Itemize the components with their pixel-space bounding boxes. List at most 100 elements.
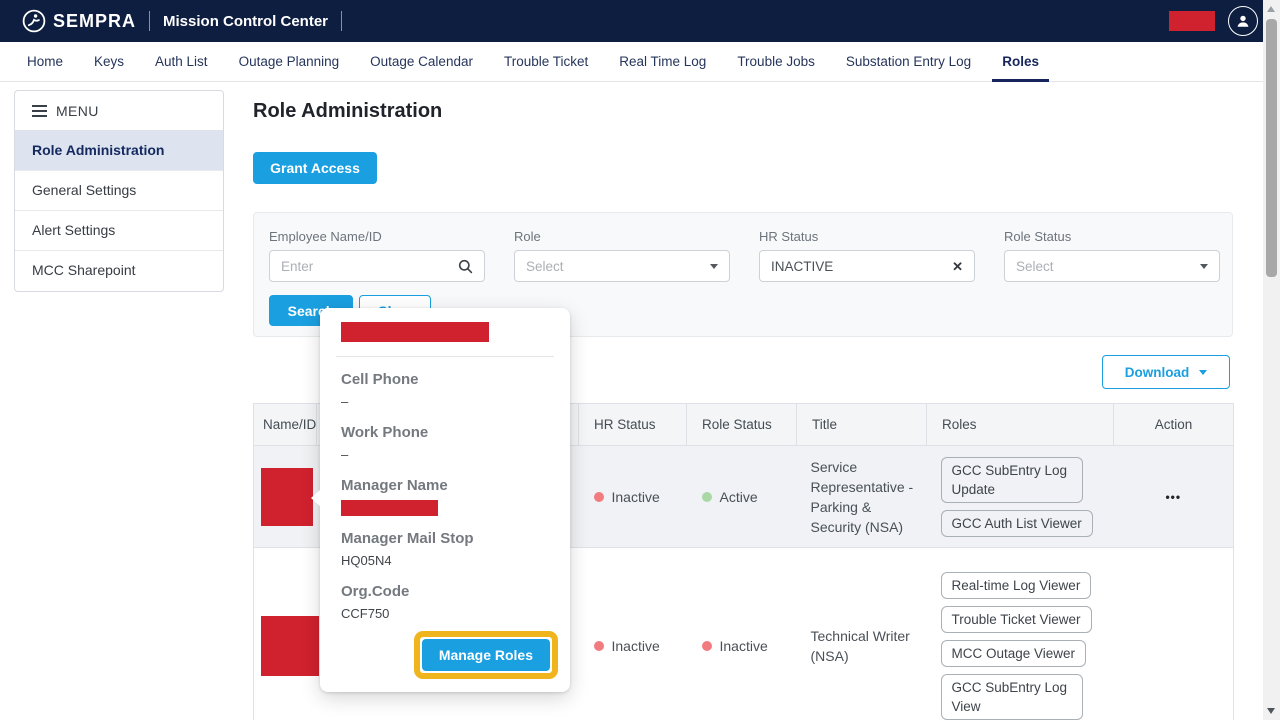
tab-home[interactable]: Home bbox=[27, 54, 64, 69]
sidebar-item-role-administration[interactable]: Role Administration bbox=[15, 131, 223, 171]
row-actions-menu[interactable]: ••• bbox=[1113, 445, 1234, 548]
manager-mail-stop-value: HQ05N4 bbox=[341, 553, 392, 568]
role-select[interactable]: Select bbox=[514, 250, 730, 282]
tab-substation-entry-log[interactable]: Substation Entry Log bbox=[845, 54, 972, 69]
tab-real-time-log[interactable]: Real Time Log bbox=[619, 54, 707, 69]
scroll-up-arrow-icon[interactable] bbox=[1267, 6, 1275, 12]
search-icon[interactable] bbox=[458, 259, 473, 274]
hr-status-label: HR Status bbox=[759, 229, 819, 244]
focus-ring: Manage Roles bbox=[413, 631, 558, 679]
username-redacted-block bbox=[1169, 11, 1215, 31]
tab-trouble-jobs[interactable]: Trouble Jobs bbox=[737, 54, 815, 69]
employee-details-popover: Cell Phone – Work Phone – Manager Name M… bbox=[311, 308, 570, 692]
hr-status-cell: Inactive bbox=[579, 548, 687, 720]
grant-access-button[interactable]: Grant Access bbox=[253, 152, 377, 184]
sidebar-item-mcc-sharepoint[interactable]: MCC Sharepoint bbox=[32, 262, 136, 278]
role-chip: MCC Outage Viewer bbox=[940, 639, 1087, 667]
col-header-name-id: Name/ID bbox=[253, 403, 317, 446]
row-actions-cell bbox=[1114, 548, 1234, 720]
primary-nav: Home Keys Auth List Outage Planning Outa… bbox=[0, 42, 1280, 82]
role-status-text: Active bbox=[719, 488, 758, 505]
app-title: Mission Control Center bbox=[163, 12, 329, 30]
brand-name: SEMPRA bbox=[53, 10, 137, 31]
role-status-select[interactable]: Select bbox=[1004, 250, 1220, 282]
scrollbar-thumb[interactable] bbox=[1266, 19, 1277, 277]
chevron-down-icon bbox=[1200, 263, 1208, 269]
work-phone-label: Work Phone bbox=[341, 424, 429, 441]
title-cell: Service Representative - Parking & Secur… bbox=[796, 445, 927, 548]
employee-name-input-wrap bbox=[269, 250, 485, 282]
hr-status-field-group: HR Status INACTIVE ✕ bbox=[759, 229, 975, 282]
col-header-roles: Roles bbox=[926, 403, 1114, 446]
hamburger-icon bbox=[32, 104, 47, 117]
org-code-label: Org.Code bbox=[341, 583, 410, 600]
status-dot-inactive bbox=[593, 491, 604, 502]
manage-roles-button[interactable]: Manage Roles bbox=[421, 639, 550, 671]
manager-name-label: Manager Name bbox=[341, 477, 448, 494]
page-title: Role Administration bbox=[253, 100, 443, 122]
col-header-hr-status: HR Status bbox=[578, 403, 687, 446]
role-field-group: Role Select bbox=[514, 229, 730, 282]
employee-name-label: Employee Name/ID bbox=[269, 229, 382, 244]
popover-divider bbox=[336, 356, 554, 357]
manager-mail-stop-label: Manager Mail Stop bbox=[341, 530, 474, 547]
role-status-cell: Active bbox=[686, 445, 797, 548]
tab-keys[interactable]: Keys bbox=[94, 54, 125, 69]
tab-outage-planning[interactable]: Outage Planning bbox=[238, 54, 340, 69]
col-header-title: Title bbox=[796, 403, 927, 446]
role-status-select-placeholder: Select bbox=[1016, 258, 1054, 274]
employee-name-redacted-block[interactable] bbox=[261, 467, 313, 526]
download-button[interactable]: Download bbox=[1102, 355, 1230, 389]
sidebar-item-alert-settings[interactable]: Alert Settings bbox=[15, 211, 223, 251]
role-chip: GCC SubEntry Log Update bbox=[940, 456, 1083, 503]
employee-name-redacted-bar bbox=[341, 322, 489, 342]
header-divider bbox=[341, 11, 343, 31]
status-dot-inactive bbox=[701, 640, 712, 651]
vertical-scrollbar[interactable] bbox=[1263, 0, 1280, 720]
manager-name-field: Manager Name bbox=[341, 477, 549, 516]
chevron-down-icon bbox=[710, 263, 718, 269]
sidebar-menu-toggle[interactable]: MENU bbox=[15, 91, 223, 131]
user-avatar[interactable] bbox=[1228, 6, 1258, 36]
hr-status-select[interactable]: INACTIVE ✕ bbox=[759, 250, 975, 282]
tab-roles[interactable]: Roles bbox=[992, 42, 1049, 82]
role-chip: GCC SubEntry Log View bbox=[940, 673, 1083, 720]
header-divider bbox=[149, 11, 151, 31]
employee-name-input[interactable] bbox=[281, 258, 458, 274]
role-chip: GCC Auth List Viewer bbox=[940, 509, 1093, 537]
tab-outage-calendar[interactable]: Outage Calendar bbox=[370, 54, 473, 69]
role-select-placeholder: Select bbox=[526, 258, 564, 274]
role-chip: Trouble Ticket Viewer bbox=[940, 605, 1092, 633]
chevron-down-icon bbox=[1199, 369, 1208, 375]
scroll-down-arrow-icon[interactable] bbox=[1267, 708, 1275, 714]
tab-trouble-ticket[interactable]: Trouble Ticket bbox=[503, 54, 589, 69]
sempra-logo-icon bbox=[22, 9, 46, 33]
hr-status-text: Inactive bbox=[611, 488, 660, 505]
employee-name-redacted-block[interactable] bbox=[261, 615, 319, 676]
employee-name-field-group: Employee Name/ID bbox=[269, 229, 485, 282]
role-label: Role bbox=[514, 229, 541, 244]
role-status-field-group: Role Status Select bbox=[1004, 229, 1220, 282]
sidebar-menu: MENU Role Administration General Setting… bbox=[14, 90, 224, 292]
tab-auth-list[interactable]: Auth List bbox=[155, 54, 208, 69]
roles-cell: Real-time Log Viewer Trouble Ticket View… bbox=[927, 548, 1114, 720]
sidebar-item-general-settings[interactable]: General Settings bbox=[15, 171, 223, 211]
work-phone-field: Work Phone – bbox=[341, 424, 549, 463]
role-status-cell: Inactive bbox=[687, 548, 797, 720]
menu-label: MENU bbox=[56, 102, 99, 119]
person-icon bbox=[1237, 15, 1249, 27]
cell-phone-field: Cell Phone – bbox=[341, 371, 549, 410]
org-code-value: CCF750 bbox=[341, 606, 390, 621]
status-dot-active bbox=[701, 491, 712, 502]
role-status-label: Role Status bbox=[1004, 229, 1072, 244]
clear-x-icon[interactable]: ✕ bbox=[952, 258, 963, 274]
hr-status-text: Inactive bbox=[611, 637, 660, 654]
role-status-text: Inactive bbox=[719, 637, 768, 654]
roles-cell: GCC SubEntry Log Update GCC Auth List Vi… bbox=[926, 445, 1114, 548]
org-code-field: Org.Code CCF750 bbox=[341, 583, 549, 622]
role-chip: Real-time Log Viewer bbox=[940, 571, 1092, 599]
hr-status-cell: Inactive bbox=[578, 445, 687, 548]
title-cell: Technical Writer (NSA) bbox=[810, 627, 910, 664]
work-phone-value: – bbox=[341, 447, 349, 462]
